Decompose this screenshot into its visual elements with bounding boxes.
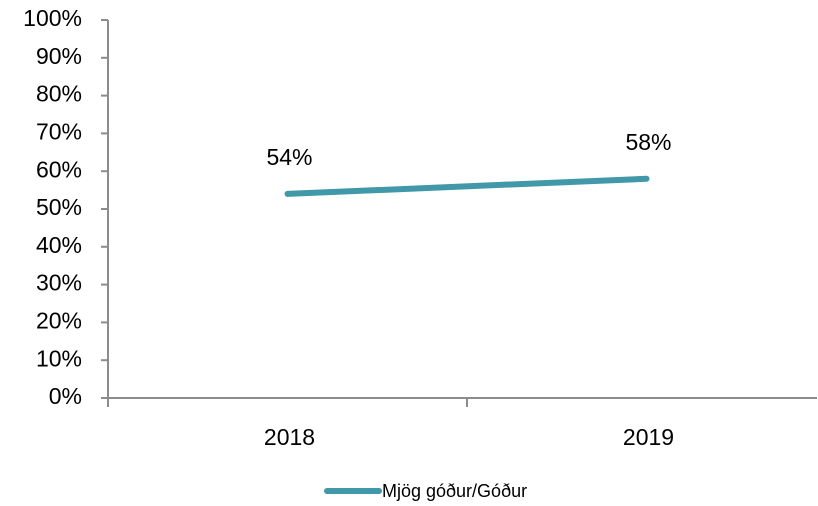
y-tick-label: 60% — [36, 156, 82, 182]
data-label: 58% — [625, 129, 671, 155]
y-tick-label: 80% — [36, 81, 82, 107]
y-tick-label: 0% — [49, 383, 82, 409]
y-tick-label: 50% — [36, 194, 82, 220]
y-tick-label: 30% — [36, 270, 82, 296]
y-tick-label: 10% — [36, 345, 82, 371]
y-tick-label: 100% — [23, 5, 82, 31]
x-tick-label: 2019 — [623, 424, 674, 450]
y-tick-label: 40% — [36, 232, 82, 258]
y-tick-label: 20% — [36, 307, 82, 333]
x-tick-label: 2018 — [264, 424, 315, 450]
y-tick-label: 70% — [36, 118, 82, 144]
legend-label: Mjög góður/Góður — [382, 481, 527, 501]
data-label: 54% — [266, 144, 312, 170]
y-tick-label: 90% — [36, 43, 82, 69]
line — [284, 175, 650, 197]
